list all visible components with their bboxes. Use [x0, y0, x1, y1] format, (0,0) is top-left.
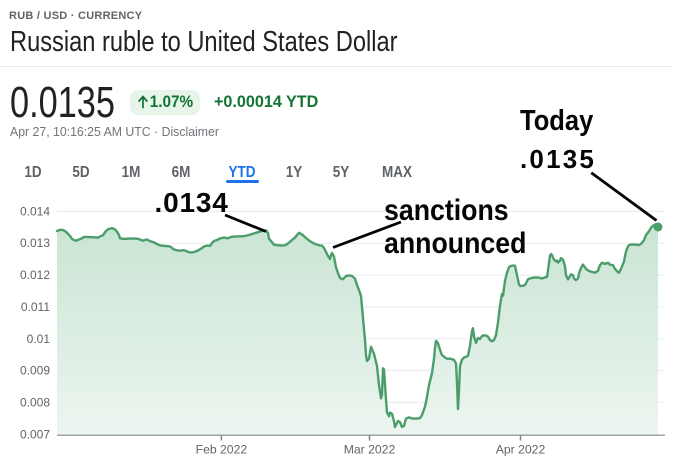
svg-text:0.008: 0.008 [20, 395, 50, 409]
svg-text:0.01: 0.01 [27, 332, 51, 346]
svg-text:0.012: 0.012 [20, 268, 50, 282]
svg-text:0.007: 0.007 [20, 427, 50, 441]
svg-text:0.009: 0.009 [20, 364, 50, 378]
svg-text:0.013: 0.013 [20, 236, 50, 250]
svg-text:Feb 2022: Feb 2022 [196, 443, 248, 457]
svg-text:0.014: 0.014 [20, 204, 50, 218]
svg-text:Mar 2022: Mar 2022 [344, 443, 396, 457]
svg-text:Apr 2022: Apr 2022 [496, 443, 546, 457]
svg-text:0.011: 0.011 [21, 300, 50, 314]
